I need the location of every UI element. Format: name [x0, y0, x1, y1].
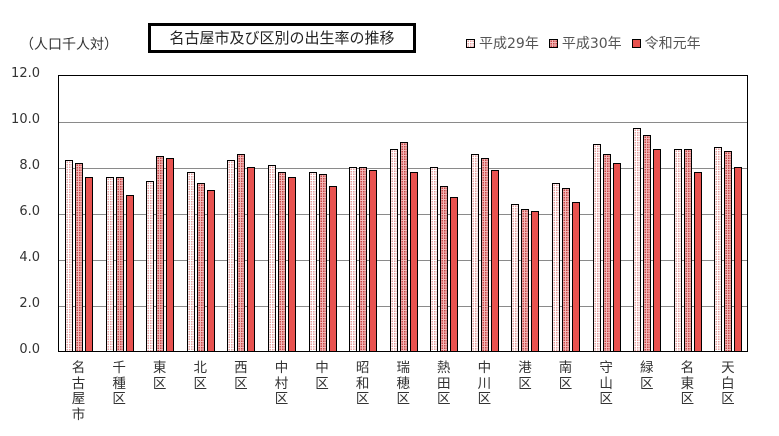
y-tick-label: 8.0 — [19, 157, 40, 173]
y-tick-label: 6.0 — [19, 203, 40, 219]
x-tick-label: 名東区 — [680, 360, 695, 407]
bar — [470, 153, 479, 351]
bar — [409, 171, 418, 351]
legend-label: 平成30年 — [561, 36, 622, 52]
bar — [643, 135, 652, 351]
bar — [430, 167, 439, 351]
x-tick-label: 瑞穂区 — [396, 360, 410, 407]
bar — [349, 167, 358, 351]
bar — [389, 148, 398, 351]
bar — [146, 181, 155, 351]
legend-item-r1: 令和元年 — [631, 33, 701, 53]
legend-item-h30: 平成30年 — [548, 33, 622, 53]
x-tick-label: 昭和区 — [355, 360, 370, 407]
bar — [693, 171, 702, 351]
bar — [683, 148, 692, 351]
y-tick-label: 4.0 — [19, 249, 40, 265]
bar — [196, 183, 205, 351]
bar — [369, 169, 378, 351]
bar — [125, 194, 134, 351]
bar — [653, 148, 662, 351]
bar — [562, 188, 571, 351]
bar — [399, 142, 408, 351]
x-tick-label: 南区 — [558, 360, 573, 392]
legend-item-h29: 平成29年 — [466, 33, 539, 53]
bar — [531, 210, 540, 351]
bar — [552, 183, 561, 351]
legend-label: 令和元年 — [644, 36, 701, 52]
bar — [724, 151, 733, 351]
bar — [359, 167, 368, 351]
y-tick-label: 2.0 — [19, 295, 40, 311]
x-tick-label: 北区 — [193, 360, 208, 392]
bar — [287, 176, 296, 351]
bar — [480, 158, 489, 351]
y-tick-label: 0.0 — [19, 341, 40, 357]
bar — [166, 158, 175, 351]
bar — [206, 190, 215, 351]
x-tick-label: 守山区 — [599, 360, 613, 407]
bar — [237, 153, 246, 351]
x-tick-label: 緑区 — [639, 360, 654, 392]
gridline — [59, 121, 747, 123]
bar — [227, 160, 236, 351]
legend-swatch-icon — [548, 38, 558, 48]
bar — [328, 185, 337, 351]
bar — [714, 146, 723, 351]
bar — [308, 171, 317, 351]
bar — [633, 128, 642, 351]
x-tick-label: 名古屋市 — [71, 360, 86, 423]
bar — [65, 160, 73, 351]
bar — [673, 148, 682, 351]
bar — [156, 155, 165, 351]
bar — [267, 165, 276, 351]
bar — [75, 162, 83, 351]
y-tick-label: 12.0 — [11, 66, 40, 81]
plot-area — [58, 75, 748, 352]
x-tick-label: 千種区 — [112, 360, 126, 407]
bar — [490, 169, 499, 351]
legend-swatch-icon — [631, 38, 641, 48]
bar — [105, 176, 114, 351]
x-tick-label: 中村区 — [274, 360, 289, 407]
chart-title: 名古屋市及び区別の出生率の推移 — [148, 23, 416, 53]
bar — [115, 176, 124, 351]
bar — [85, 176, 93, 351]
bar — [511, 204, 520, 351]
y-tick-label: 10.0 — [11, 111, 40, 127]
bar — [521, 208, 530, 351]
bar — [572, 201, 581, 351]
bar — [450, 197, 459, 351]
x-tick-label: 熱田区 — [437, 360, 451, 407]
x-tick-label: 港区 — [518, 360, 532, 392]
bar — [592, 144, 601, 351]
x-tick-label: 天白区 — [721, 360, 735, 407]
legend: 平成29年 平成30年 令和元年 — [466, 33, 711, 53]
bar — [318, 174, 327, 351]
bar — [612, 162, 621, 351]
legend-label: 平成29年 — [479, 36, 539, 52]
x-tick-label: 東区 — [152, 360, 167, 392]
bar — [186, 171, 195, 351]
bar — [734, 167, 743, 351]
x-tick-label: 中区 — [315, 360, 329, 392]
bar — [602, 153, 611, 351]
x-tick-label: 西区 — [234, 360, 248, 392]
bar — [277, 171, 286, 351]
bar — [440, 185, 449, 351]
legend-swatch-icon — [466, 38, 475, 48]
bar — [247, 167, 256, 351]
y-axis-unit-label: （人口千人対） — [20, 37, 118, 53]
x-tick-label: 中川区 — [477, 360, 492, 407]
